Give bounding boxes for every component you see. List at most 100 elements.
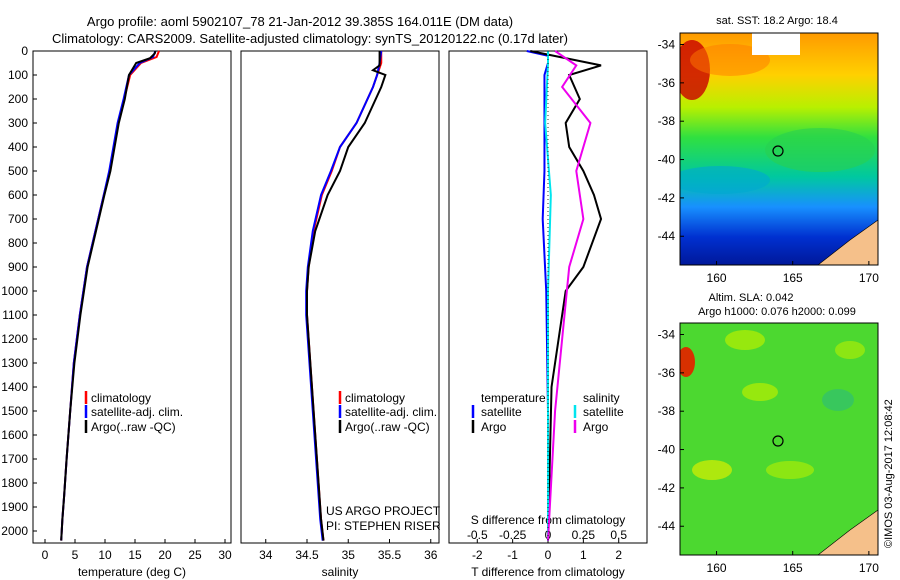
x-tick-label: -1 xyxy=(507,548,518,562)
argo-float-marker xyxy=(772,435,784,447)
depth-tick-label: 100 xyxy=(8,68,28,82)
s-diff-tick-label: -0.5 xyxy=(467,528,488,542)
sst-map xyxy=(680,33,878,265)
depth-axis: 0 100 200 300 400 500 600 700 800 900 1000 1100 1200… xyxy=(1,44,37,538)
s-diff-tick-label: -0.25 xyxy=(499,528,527,542)
land-coast xyxy=(817,219,878,265)
legend-label-argo: Argo(..raw -QC) xyxy=(91,420,176,434)
depth-tick-label: 800 xyxy=(8,236,28,250)
figure-title-line2: Climatology: CARS2009. Satellite-adjuste… xyxy=(52,31,568,46)
legend-label-satellite: satellite-adj. clim. xyxy=(345,405,437,419)
legend-header-salinity: salinity xyxy=(583,391,620,405)
x-tick-label: 35.5 xyxy=(378,548,402,562)
salinity-x-label: salinity xyxy=(322,565,359,579)
sst-green-tongue xyxy=(765,128,875,172)
depth-tick-label: 200 xyxy=(8,92,28,106)
series-line-temperature-argo xyxy=(530,50,603,541)
depth-tick-label: 300 xyxy=(8,116,28,130)
sla-map-title-line1: Altim. SLA: 0.042 xyxy=(709,292,794,304)
lat-tick-label: -44 xyxy=(658,519,676,533)
x-tick-label: 35 xyxy=(342,548,356,562)
imos-stamp: ©IMOS 03-Aug-2017 12:08:42 xyxy=(883,399,895,548)
figure-title-line1: Argo profile: aoml 5902107_78 21-Jan-201… xyxy=(87,14,513,29)
sla-patch-e xyxy=(766,461,814,479)
argo-float-marker xyxy=(772,145,784,157)
sst-map-frame xyxy=(679,32,879,266)
depth-tick-label: 500 xyxy=(8,164,28,178)
legend-header-temperature: temperature xyxy=(481,391,546,405)
land-coast xyxy=(817,509,878,555)
s-diff-tick-label: 0.5 xyxy=(610,528,627,542)
lat-tick-label: -36 xyxy=(658,366,676,380)
series-line-argo-raw-qc- xyxy=(60,50,157,541)
x-tick-label: 15 xyxy=(128,548,142,562)
project-note: US ARGO PROJECT xyxy=(326,504,441,518)
sla-map xyxy=(680,323,878,555)
x-tick-label: -2 xyxy=(472,548,483,562)
series-line-climatology xyxy=(60,50,160,541)
lat-tick-label: -34 xyxy=(658,328,676,342)
depth-tick-label: 1600 xyxy=(1,428,28,442)
t-difference-x-axis: -2 -1 0 1 2 xyxy=(472,539,622,562)
temperature-plot-frame xyxy=(32,50,232,544)
sst-missing-data xyxy=(752,33,800,55)
salinity-plot-frame xyxy=(240,50,440,544)
lon-tick-label: 170 xyxy=(859,561,879,575)
sla-patch-c xyxy=(692,460,732,480)
legend-label-climatology: climatology xyxy=(91,391,151,405)
sla-map-frame xyxy=(679,322,879,556)
depth-tick-label: 600 xyxy=(8,188,28,202)
temperature-legend: climatology satellite-adj. clim. Argo(..… xyxy=(84,391,183,434)
x-tick-label: 36 xyxy=(424,548,438,562)
legend-label-climatology: climatology xyxy=(345,391,405,405)
depth-tick-label: 0 xyxy=(21,44,28,58)
depth-tick-label: 1200 xyxy=(1,332,28,346)
depth-tick-label: 1900 xyxy=(1,500,28,514)
salinity-series xyxy=(305,50,387,541)
lat-tick-label: -34 xyxy=(658,38,676,52)
lon-tick-label: 165 xyxy=(783,271,803,285)
lat-tick-label: -40 xyxy=(658,443,676,457)
x-tick-label: 0 xyxy=(545,548,552,562)
depth-tick-label: 1800 xyxy=(1,476,28,490)
x-tick-label: 10 xyxy=(98,548,112,562)
lon-tick-label: 170 xyxy=(859,271,879,285)
lat-tick-label: -38 xyxy=(658,114,676,128)
depth-tick-label: 1100 xyxy=(2,308,28,322)
temperature-x-label: temperature (deg C) xyxy=(78,565,186,579)
depth-tick-label: 1400 xyxy=(1,380,28,394)
sla-patch-f xyxy=(835,341,865,359)
sla-patch-d xyxy=(822,389,854,411)
series-line-salinity-argo xyxy=(547,50,592,541)
x-tick-label: 30 xyxy=(218,548,232,562)
depth-tick-label: 2000 xyxy=(1,524,28,538)
difference-legend: temperature salinity satellite Argo sate… xyxy=(471,391,624,434)
x-tick-label: 1 xyxy=(580,548,587,562)
sla-patch-a xyxy=(725,330,765,350)
temperature-x-axis: 0 5 10 15 20 25 30 xyxy=(42,539,232,562)
legend-label-satellite: satellite-adj. clim. xyxy=(91,405,183,419)
lat-tick-label: -36 xyxy=(658,76,676,90)
x-tick-label: 0 xyxy=(42,548,49,562)
depth-tick-label: 1300 xyxy=(1,356,28,370)
s-diff-tick-label: 0.25 xyxy=(572,528,596,542)
depth-tick-label: 1500 xyxy=(1,404,28,418)
series-line-satellite-adj-clim- xyxy=(60,50,157,541)
pi-note: PI: STEPHEN RISER xyxy=(326,519,441,533)
lat-tick-label: -42 xyxy=(658,191,676,205)
series-line-argo-raw-qc- xyxy=(306,51,387,541)
sla-map-axes: -34 -36 -38 -40 -42 -44 160 165 170 xyxy=(658,328,880,575)
sst-map-axes: -34 -36 -38 -40 -42 -44 160 165 170 xyxy=(658,38,880,285)
legend-label-temp-satellite: satellite xyxy=(481,405,522,419)
sla-high-patch xyxy=(680,347,695,377)
legend-label-sal-satellite: satellite xyxy=(583,405,624,419)
legend-label-sal-argo: Argo xyxy=(583,420,609,434)
x-tick-label: 25 xyxy=(188,548,202,562)
depth-tick-label: 900 xyxy=(8,260,28,274)
t-difference-x-label: T difference from climatology xyxy=(471,565,625,579)
depth-tick-label: 1000 xyxy=(1,284,28,298)
legend-label-argo: Argo(..raw -QC) xyxy=(345,420,430,434)
lat-tick-label: -38 xyxy=(658,404,676,418)
depth-tick-label: 400 xyxy=(8,140,28,154)
